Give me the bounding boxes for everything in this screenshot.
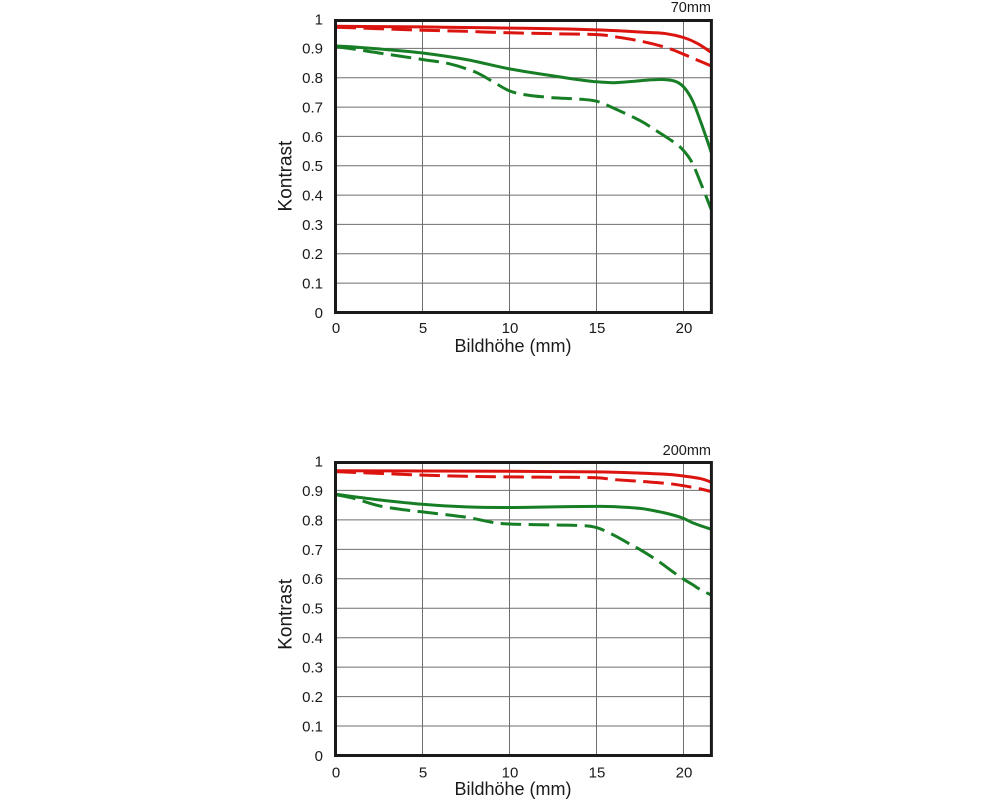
svg-text:5: 5 (419, 320, 427, 337)
svg-text:0.9: 0.9 (302, 41, 323, 58)
svg-text:0.7: 0.7 (302, 542, 323, 559)
svg-text:10: 10 (502, 320, 519, 337)
svg-text:0.7: 0.7 (302, 100, 323, 117)
svg-text:0: 0 (332, 765, 340, 782)
svg-text:0.9: 0.9 (302, 483, 323, 500)
svg-text:1: 1 (315, 453, 323, 470)
svg-text:0.3: 0.3 (302, 217, 323, 234)
svg-text:Kontrast: Kontrast (275, 578, 296, 649)
svg-text:Bildhöhe (mm): Bildhöhe (mm) (454, 336, 571, 356)
svg-text:0: 0 (315, 748, 323, 765)
svg-text:10: 10 (502, 765, 519, 782)
svg-text:0.6: 0.6 (302, 571, 323, 588)
svg-text:0.8: 0.8 (302, 512, 323, 529)
svg-text:Kontrast: Kontrast (275, 140, 296, 211)
svg-text:0.4: 0.4 (302, 630, 323, 647)
svg-text:0.2: 0.2 (302, 246, 323, 263)
svg-text:0.6: 0.6 (302, 129, 323, 146)
svg-text:0.8: 0.8 (302, 70, 323, 87)
svg-text:200mm: 200mm (663, 443, 711, 459)
svg-text:0.5: 0.5 (302, 601, 323, 618)
svg-text:0.1: 0.1 (302, 276, 323, 293)
svg-text:0.2: 0.2 (302, 689, 323, 706)
svg-text:0.3: 0.3 (302, 660, 323, 677)
svg-text:0.1: 0.1 (302, 718, 323, 735)
svg-text:15: 15 (589, 320, 606, 337)
svg-text:0.5: 0.5 (302, 158, 323, 175)
svg-text:20: 20 (676, 320, 693, 337)
svg-text:15: 15 (589, 765, 606, 782)
svg-text:70mm: 70mm (671, 0, 711, 16)
svg-text:0: 0 (315, 305, 323, 322)
svg-text:Bildhöhe (mm): Bildhöhe (mm) (454, 779, 571, 799)
svg-text:1: 1 (315, 11, 323, 28)
svg-text:5: 5 (419, 765, 427, 782)
svg-text:0: 0 (332, 320, 340, 337)
svg-text:20: 20 (676, 765, 693, 782)
svg-text:0.4: 0.4 (302, 188, 323, 205)
